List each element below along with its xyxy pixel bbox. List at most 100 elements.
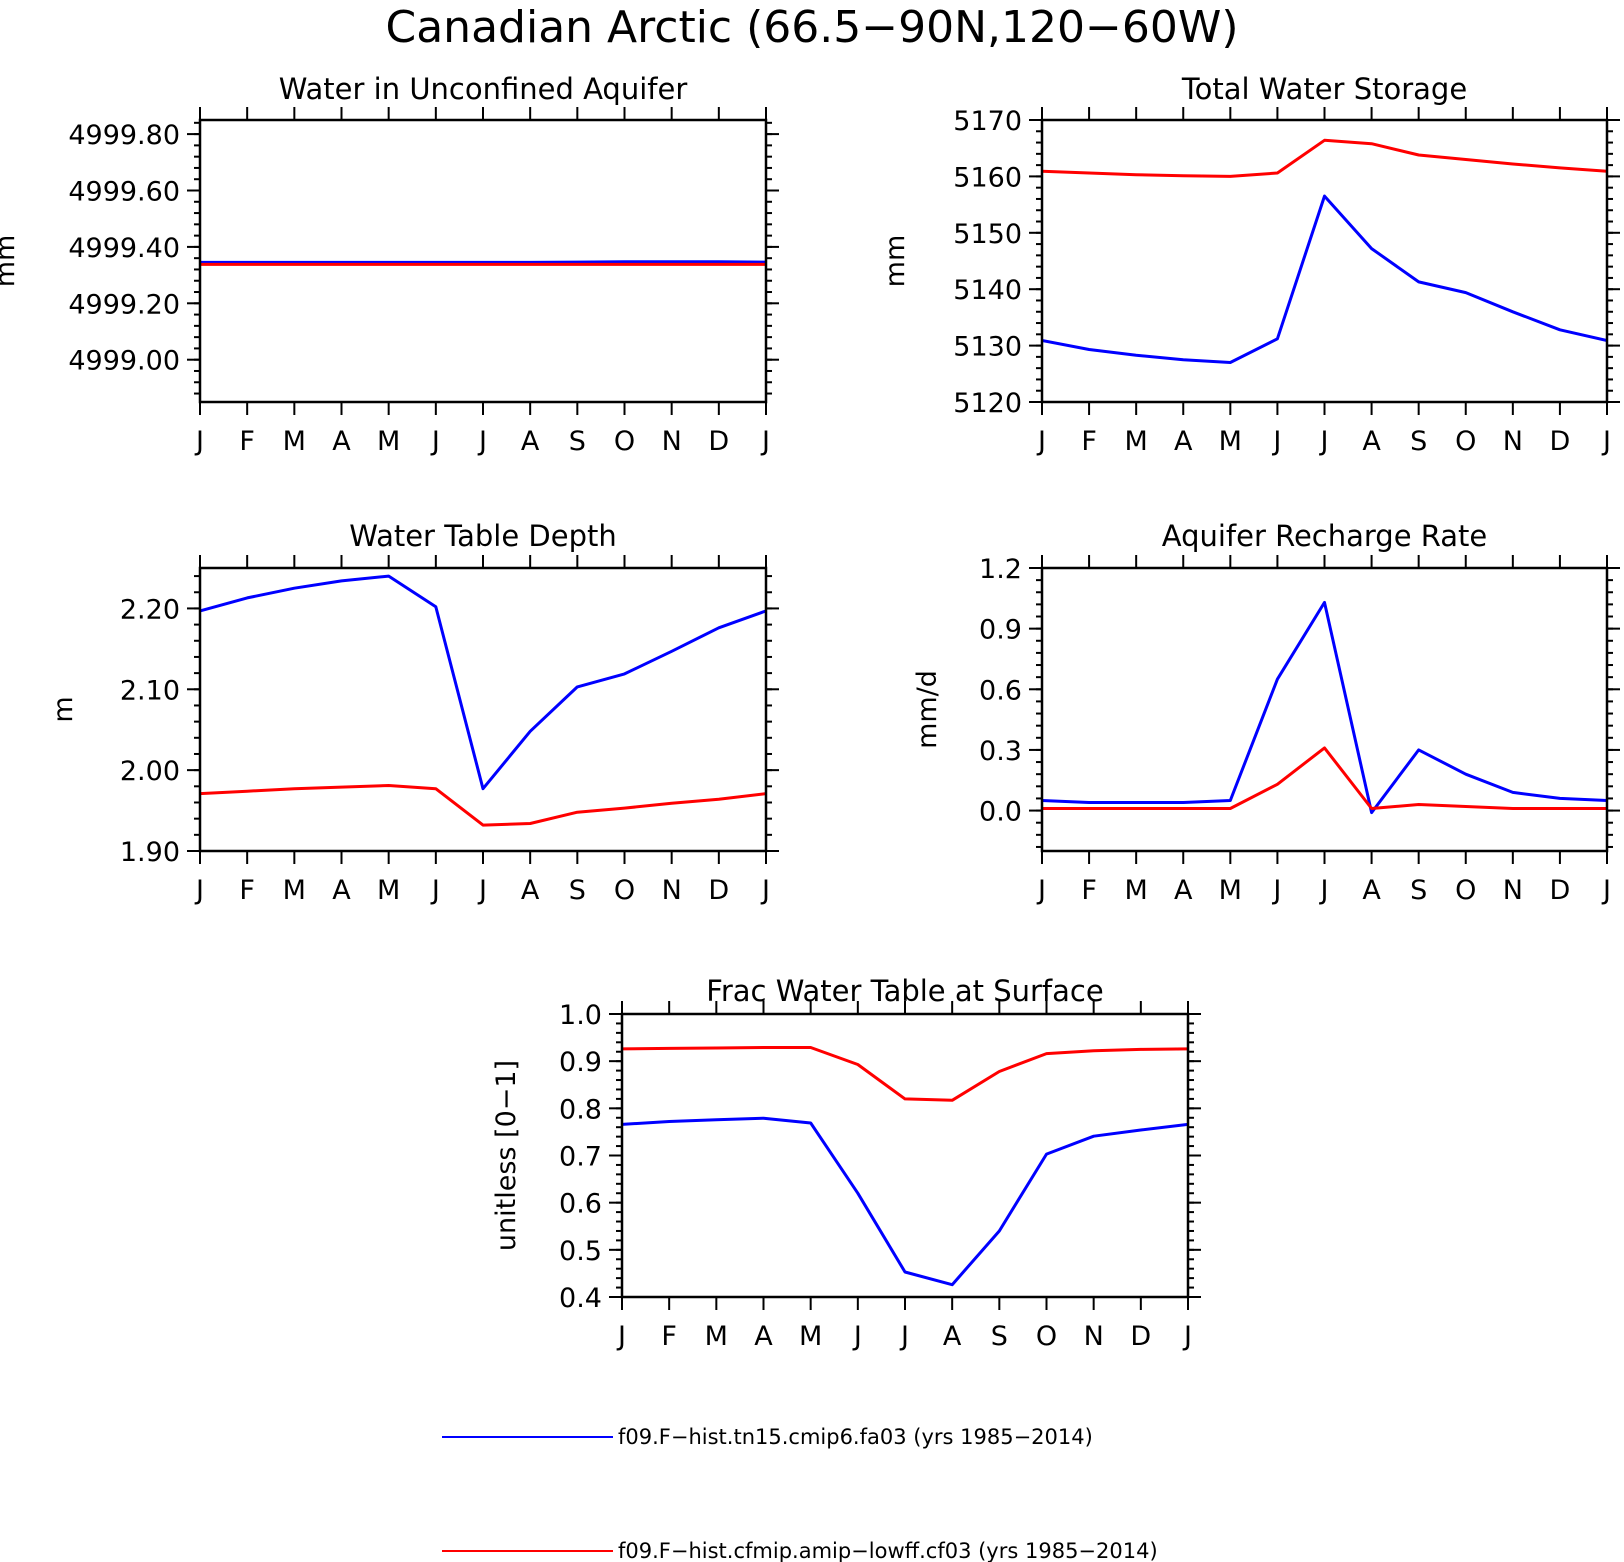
y-tick-label: 4999.60 (68, 177, 180, 208)
x-tick-label: J (1036, 875, 1046, 906)
legend-label-red: f09.F−hist.cfmip.amip−lowff.cf03 (yrs 19… (618, 1539, 1158, 1562)
series-line-blue (1042, 194, 1607, 364)
x-tick-label: A (1362, 875, 1381, 906)
y-tick-label: 0.9 (979, 615, 1022, 646)
y-tick-label: 2.10 (120, 675, 180, 706)
plot-frame (620, 1012, 1190, 1299)
y-tick-label: 0.4 (559, 1283, 602, 1314)
figure-title: Canadian Arctic (66.5−90N,120−60W) (386, 2, 1239, 53)
x-tick-label: J (430, 875, 440, 906)
x-tick-label: S (569, 426, 586, 457)
x-tick-label: N (662, 426, 682, 457)
x-tick-label: J (194, 426, 204, 457)
x-tick-label: A (521, 875, 540, 906)
x-tick-label: A (754, 1321, 773, 1352)
x-tick-label: D (1130, 1321, 1151, 1352)
y-tick-label: 1.0 (559, 1000, 602, 1031)
y-axis-label: m (48, 696, 79, 722)
y-axis-label: mm (0, 235, 21, 288)
y-tick-label: 0.9 (559, 1047, 602, 1078)
y-tick-label: 0.8 (559, 1094, 602, 1125)
x-tick-label: J (1319, 426, 1329, 457)
y-tick-label: 5150 (953, 219, 1022, 250)
x-tick-label: J (760, 875, 770, 906)
x-tick-label: O (1455, 875, 1476, 906)
x-tick-label: F (1081, 875, 1097, 906)
y-tick-label: 0.7 (559, 1142, 602, 1173)
x-tick-label: M (283, 426, 306, 457)
plot-frame (1040, 566, 1609, 853)
panel-title: Water Table Depth (349, 519, 617, 553)
x-tick-label: M (1219, 426, 1242, 457)
legend: f09.F−hist.tn15.cmip6.fa03 (yrs 1985−201… (442, 1425, 1158, 1562)
y-tick-label: 0.0 (979, 797, 1022, 828)
x-tick-label: A (332, 875, 351, 906)
x-tick-label: J (1182, 1321, 1192, 1352)
x-tick-label: J (194, 875, 204, 906)
plot-frame (198, 566, 768, 853)
x-tick-label: J (477, 426, 487, 457)
x-tick-label: M (705, 1321, 728, 1352)
y-tick-label: 5140 (953, 275, 1022, 306)
x-tick-label: J (430, 426, 440, 457)
x-tick-label: J (477, 875, 487, 906)
y-tick-label: 5130 (953, 332, 1022, 363)
y-axis-label: unitless [0−1] (491, 1060, 522, 1251)
y-tick-label: 5170 (953, 106, 1022, 137)
y-tick-label: 2.20 (120, 594, 180, 625)
x-tick-label: M (1125, 875, 1148, 906)
x-tick-label: J (760, 426, 770, 457)
legend-label-blue: f09.F−hist.tn15.cmip6.fa03 (yrs 1985−201… (618, 1425, 1093, 1449)
x-tick-label: D (1550, 426, 1571, 457)
x-tick-label: S (569, 875, 586, 906)
x-tick-label: J (1036, 426, 1046, 457)
y-tick-label: 4999.00 (68, 346, 180, 377)
x-tick-label: A (1174, 875, 1193, 906)
y-tick-label: 0.5 (559, 1236, 602, 1267)
x-tick-label: D (708, 875, 729, 906)
panel-title: Water in Unconfined Aquifer (279, 72, 688, 106)
series-line-blue (200, 574, 766, 791)
x-tick-label: O (1455, 426, 1476, 457)
x-tick-label: M (377, 875, 400, 906)
x-tick-label: J (1271, 875, 1281, 906)
panel-title: Aquifer Recharge Rate (1162, 519, 1488, 553)
x-tick-label: M (1125, 426, 1148, 457)
x-tick-label: M (1219, 875, 1242, 906)
plot-frame (1040, 118, 1609, 404)
y-tick-label: 4999.20 (68, 289, 180, 320)
series-line-red (622, 1046, 1188, 1102)
x-tick-label: J (1319, 875, 1329, 906)
chart-panel-2: Total Water Storage mm 5120 5130 5140 5150 516… (880, 72, 1620, 457)
series-line-blue (200, 260, 766, 264)
x-tick-label: F (239, 426, 255, 457)
chart-panel-4: Aquifer Recharge Rate mm/d 0.0 0.3 0.6 0.9 1.2… (912, 519, 1620, 906)
x-tick-label: A (943, 1321, 962, 1352)
y-tick-label: 5120 (953, 388, 1022, 419)
series-line-red (200, 784, 766, 827)
x-tick-label: F (239, 875, 255, 906)
x-tick-label: N (1084, 1321, 1104, 1352)
x-tick-label: M (377, 426, 400, 457)
x-tick-label: N (1503, 426, 1523, 457)
y-axis-label: mm/d (912, 670, 943, 749)
x-tick-label: D (1550, 875, 1571, 906)
x-tick-label: M (799, 1321, 822, 1352)
x-tick-label: F (1081, 426, 1097, 457)
y-axis-label: mm (880, 235, 911, 288)
y-tick-label: 0.3 (979, 736, 1022, 767)
x-tick-label: O (614, 426, 635, 457)
panel-title: Total Water Storage (1181, 72, 1467, 106)
x-tick-label: S (991, 1321, 1008, 1352)
y-tick-label: 0.6 (559, 1189, 602, 1220)
x-tick-label: J (899, 1321, 909, 1352)
y-tick-label: 4999.80 (68, 120, 180, 151)
x-tick-label: S (1410, 426, 1427, 457)
chart-panel-1: Water in Unconfined Aquifer mm 4999.00 4999… (0, 72, 779, 457)
x-tick-label: J (1601, 875, 1611, 906)
series-line-red (1042, 138, 1607, 178)
x-tick-label: M (283, 875, 306, 906)
x-tick-label: D (708, 426, 729, 457)
